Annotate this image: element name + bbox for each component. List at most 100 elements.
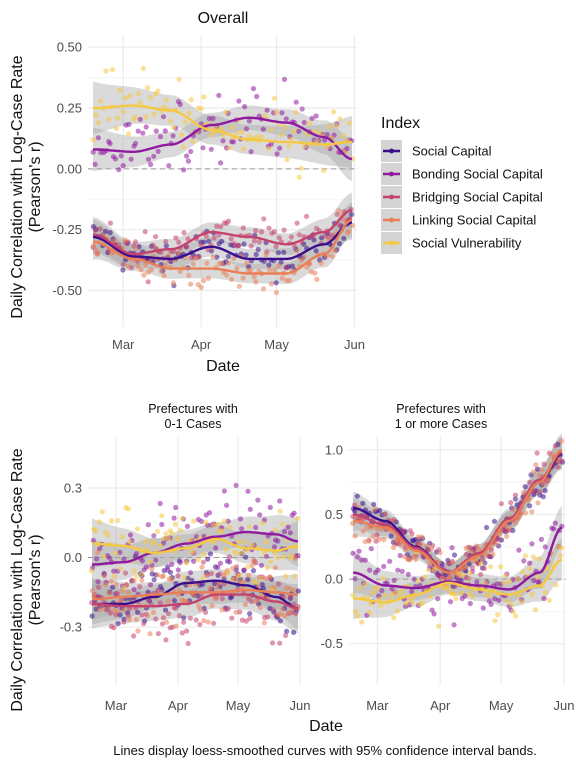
low-cases-point-s1-62 [213, 545, 219, 551]
high-cases-y-tick-1: 0.5 [325, 507, 343, 522]
overall-point-s1-60 [242, 104, 248, 110]
low-cases-point-s3-82 [253, 599, 259, 605]
overall-point-s4-26 [155, 88, 161, 94]
overall-point-s0-61 [243, 252, 249, 258]
high-cases-point-s2-92 [537, 489, 543, 495]
high-cases-point-s4-88 [529, 591, 535, 597]
high-cases-point-s0-66 [484, 524, 490, 531]
low-cases-point-s4-47 [183, 560, 189, 566]
low-cases-point-s4-101 [291, 573, 297, 579]
overall-point-s2-55 [228, 236, 234, 242]
high-cases-point-s4-14 [378, 602, 384, 609]
low-cases-point-s0-46 [181, 615, 187, 621]
overall-point-s4-12 [120, 109, 126, 115]
low-cases-point-s4-66 [221, 518, 227, 525]
high-cases-point-s1-71 [494, 581, 500, 587]
low-cases-point-s3-77 [242, 601, 249, 608]
high-cases-point-s1-48 [447, 599, 454, 605]
low-cases-point-s4-16 [121, 585, 127, 591]
legend-key-dot-3 [389, 217, 394, 223]
high-cases-point-s4-15 [380, 575, 386, 581]
low-cases-point-s4-11 [111, 573, 117, 579]
low-cases-point-s4-4 [96, 519, 103, 525]
overall-smooth-line-1 [93, 116, 353, 161]
low-cases-point-s1-44 [177, 560, 183, 566]
low-cases-point-s4-46 [181, 574, 187, 581]
low-cases-point-s4-22 [134, 573, 140, 580]
low-cases-point-s1-29 [147, 582, 154, 588]
high-cases-point-s1-3 [356, 548, 362, 554]
high-cases-point-s4-89 [530, 554, 537, 560]
low-cases-point-s1-55 [198, 518, 205, 525]
low-cases-point-s2-69 [226, 554, 233, 560]
low-cases-point-s4-84 [257, 575, 263, 581]
low-cases-point-s1-9 [107, 555, 113, 561]
overall-x-tick-3: Jun [344, 337, 365, 352]
overall-point-s4-40 [190, 138, 196, 145]
overall-smooth-line-0 [92, 221, 353, 261]
overall-point-s0-46 [206, 238, 212, 244]
high-cases-point-s1-42 [435, 596, 441, 602]
low-cases-point-s4-73 [235, 539, 241, 545]
overall-point-s3-56 [231, 255, 237, 262]
high-cases-band-1 [353, 506, 562, 603]
high-cases-point-s4-71 [495, 612, 501, 618]
low-cases-smooth-line-1 [92, 530, 299, 566]
overall-x-tick-0: Mar [112, 337, 135, 352]
low-cases-point-s4-8 [105, 532, 111, 539]
high-cases-point-s4-0 [350, 592, 356, 598]
low-cases-point-s4-19 [127, 539, 133, 545]
low-cases-point-s4-87 [263, 539, 270, 545]
overall-point-s4-19 [137, 100, 143, 106]
overall-point-s1-11 [118, 153, 124, 159]
high-cases-point-s2-72 [496, 537, 502, 543]
low-cases-y-tick-1: 0.0 [64, 550, 82, 565]
high-cases-point-s2-63 [478, 571, 484, 578]
overall-point-s2-25 [153, 234, 159, 240]
overall-point-s3-40 [190, 261, 196, 267]
overall-point-s4-84 [301, 143, 307, 149]
high-cases-smooth-line-4 [353, 558, 563, 604]
overall-point-s1-74 [277, 145, 283, 151]
high-cases-point-s1-2 [354, 554, 360, 560]
overall-point-s3-48 [210, 254, 216, 260]
overall-point-s1-75 [279, 110, 285, 116]
overall-smooth-line-2 [92, 209, 353, 256]
low-cases-point-s3-70 [230, 565, 236, 571]
high-cases-x-tick-3: Jun [553, 698, 574, 713]
low-cases-point-s3-84 [257, 605, 263, 611]
overall-point-s0-74 [275, 250, 281, 256]
low-cases-point-s1-69 [227, 559, 233, 565]
low-cases-point-s3-30 [149, 566, 155, 572]
overall-point-s4-29 [163, 97, 170, 103]
high-cases-point-s4-53 [458, 590, 464, 596]
high-cases-point-s1-89 [531, 577, 537, 584]
high-cases-point-s4-20 [391, 615, 397, 621]
low-cases-point-s2-11 [111, 625, 117, 631]
low-cases-point-s4-0 [88, 568, 95, 574]
low-cases-point-s3-3 [95, 549, 101, 555]
high-cases-title-line2: 1 or more Cases [395, 417, 487, 431]
low-cases-point-s2-80 [249, 598, 255, 605]
overall-point-s3-45 [204, 260, 210, 266]
high-cases-point-s2-65 [481, 565, 487, 572]
high-cases-point-s3-6 [362, 539, 368, 545]
overall-point-s1-7 [107, 141, 113, 147]
high-cases-point-s3-23 [397, 542, 403, 548]
overall-point-s4-83 [298, 165, 304, 171]
low-cases-point-s1-76 [241, 567, 247, 573]
overall-point-s4-10 [115, 115, 121, 121]
high-cases-point-s3-7 [364, 525, 370, 531]
low-cases-point-s4-96 [281, 554, 287, 560]
legend-key-dot-1 [389, 171, 394, 177]
low-cases-point-s1-28 [145, 522, 151, 528]
overall-point-s2-63 [248, 243, 254, 249]
overall-point-s1-10 [116, 167, 122, 173]
low-cases-panel: Prefectures with 0-1 Cases 0.3 0.0 -0.3 Ma… [9, 402, 310, 713]
high-cases-point-s0-81 [514, 502, 520, 508]
overall-point-s1-15 [128, 156, 134, 162]
overall-point-s2-70 [266, 225, 272, 231]
low-cases-point-s3-22 [133, 616, 139, 623]
low-cases-point-s2-43 [175, 573, 181, 579]
high-cases-point-s0-2 [354, 493, 360, 499]
